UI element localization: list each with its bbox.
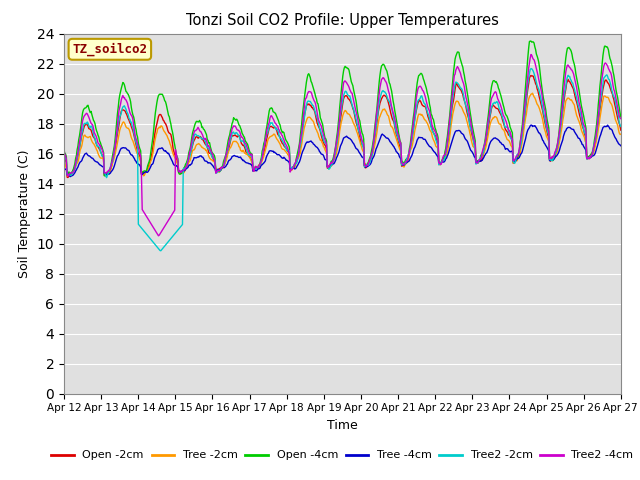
Tree2 -4cm <box>185 154 193 160</box>
Tree2 -2cm <box>411 117 419 123</box>
Open -4cm <box>185 150 193 156</box>
Open -2cm <box>60 155 68 160</box>
Tree -4cm <box>71 170 79 176</box>
Tree -2cm <box>185 160 193 166</box>
Tree2 -2cm <box>157 248 164 253</box>
Open -4cm <box>214 168 222 174</box>
Tree2 -2cm <box>127 120 135 125</box>
Tree -4cm <box>214 166 222 172</box>
Open -2cm <box>527 72 535 78</box>
Line: Tree2 -2cm: Tree2 -2cm <box>64 69 621 251</box>
Tree -4cm <box>428 144 435 150</box>
Tree -2cm <box>71 167 79 172</box>
Tree2 -4cm <box>428 116 435 122</box>
Tree2 -4cm <box>60 147 68 153</box>
Open -4cm <box>60 147 68 153</box>
Tree -2cm <box>411 128 419 133</box>
Tree -2cm <box>617 132 625 137</box>
Open -4cm <box>526 38 534 44</box>
Line: Tree -4cm: Tree -4cm <box>64 125 621 177</box>
Text: TZ_soilco2: TZ_soilco2 <box>72 43 147 56</box>
Line: Tree2 -4cm: Tree2 -4cm <box>64 54 621 236</box>
Open -4cm <box>128 109 136 115</box>
Open -2cm <box>71 165 79 170</box>
Legend: Open -2cm, Tree -2cm, Open -4cm, Tree -4cm, Tree2 -2cm, Tree2 -4cm: Open -2cm, Tree -2cm, Open -4cm, Tree -4… <box>47 446 638 465</box>
Tree2 -2cm <box>70 168 78 173</box>
Tree -2cm <box>60 158 68 164</box>
Tree2 -4cm <box>70 168 78 174</box>
Tree -2cm <box>428 129 435 134</box>
Tree2 -4cm <box>127 112 135 118</box>
Tree -2cm <box>214 168 222 174</box>
Tree -4cm <box>60 166 68 172</box>
Tree -4cm <box>128 152 136 158</box>
Line: Open -2cm: Open -2cm <box>64 75 621 178</box>
Open -2cm <box>428 123 435 129</box>
Open -2cm <box>64 175 72 180</box>
Tree -4cm <box>617 143 625 149</box>
Tree2 -2cm <box>428 124 435 130</box>
Tree2 -2cm <box>527 66 535 72</box>
Line: Open -4cm: Open -4cm <box>64 41 621 176</box>
Tree2 -4cm <box>617 116 625 121</box>
Open -2cm <box>128 126 136 132</box>
Open -2cm <box>411 115 419 121</box>
Tree2 -2cm <box>617 123 625 129</box>
Open -4cm <box>617 114 625 120</box>
Tree -4cm <box>527 122 535 128</box>
Tree2 -2cm <box>214 168 222 174</box>
Tree -2cm <box>529 90 536 96</box>
Open -4cm <box>100 173 108 179</box>
Tree2 -4cm <box>527 51 535 57</box>
Open -4cm <box>411 102 419 108</box>
Line: Tree -2cm: Tree -2cm <box>64 93 621 177</box>
Tree -4cm <box>185 163 193 169</box>
Tree -4cm <box>67 174 74 180</box>
Tree2 -2cm <box>60 152 68 158</box>
Tree -4cm <box>411 144 419 150</box>
Title: Tonzi Soil CO2 Profile: Upper Temperatures: Tonzi Soil CO2 Profile: Upper Temperatur… <box>186 13 499 28</box>
Open -2cm <box>214 168 222 173</box>
Tree2 -4cm <box>214 167 222 173</box>
Open -2cm <box>617 127 625 133</box>
X-axis label: Time: Time <box>327 419 358 432</box>
Tree2 -4cm <box>155 233 163 239</box>
Tree2 -4cm <box>411 108 419 114</box>
Tree2 -2cm <box>185 156 193 162</box>
Open -4cm <box>70 164 78 169</box>
Y-axis label: Soil Temperature (C): Soil Temperature (C) <box>18 149 31 278</box>
Open -4cm <box>428 111 435 117</box>
Tree -2cm <box>128 137 136 143</box>
Open -2cm <box>185 157 193 163</box>
Tree -2cm <box>63 174 71 180</box>
